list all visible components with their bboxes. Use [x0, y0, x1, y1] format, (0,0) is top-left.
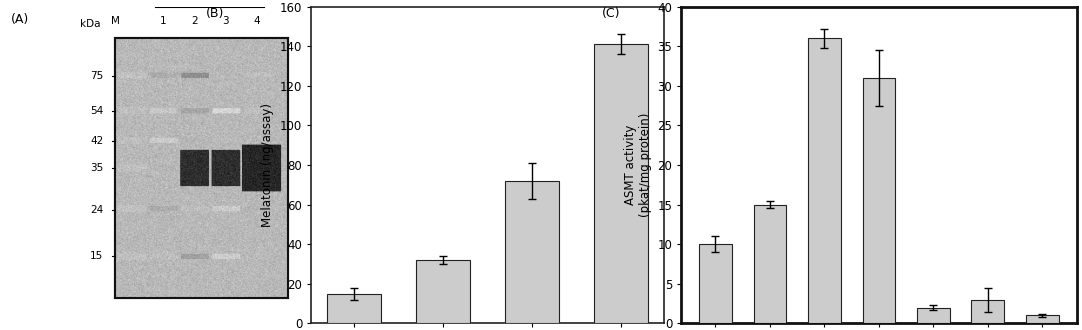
Bar [862, 78, 895, 323]
Text: 42: 42 [90, 136, 104, 146]
FancyBboxPatch shape [115, 38, 288, 298]
Bar [1026, 315, 1058, 323]
Text: kDa: kDa [80, 19, 101, 29]
Text: 1: 1 [160, 16, 167, 26]
Text: (B): (B) [206, 7, 224, 19]
Bar [972, 300, 1004, 323]
Bar [918, 308, 950, 323]
Bar [327, 294, 381, 323]
Text: 3: 3 [223, 16, 229, 26]
Text: 54: 54 [90, 106, 104, 116]
Text: 75: 75 [90, 71, 104, 81]
Text: 2: 2 [192, 16, 198, 26]
Bar [699, 244, 731, 323]
Y-axis label: ASMT activity
(pkat/mg protein): ASMT activity (pkat/mg protein) [623, 113, 651, 217]
Bar [505, 181, 558, 323]
Text: M: M [110, 16, 119, 26]
Text: 4: 4 [253, 16, 261, 26]
Text: 15: 15 [90, 251, 104, 261]
Bar [115, 38, 288, 298]
Text: 35: 35 [90, 163, 104, 173]
Y-axis label: Melatonin (ng/assay): Melatonin (ng/assay) [261, 103, 274, 227]
Text: (A): (A) [11, 13, 29, 26]
Bar [594, 44, 648, 323]
Bar [417, 260, 470, 323]
Text: 24: 24 [90, 205, 104, 215]
Bar [754, 205, 787, 323]
Text: (C): (C) [602, 7, 621, 19]
Bar [808, 38, 841, 323]
